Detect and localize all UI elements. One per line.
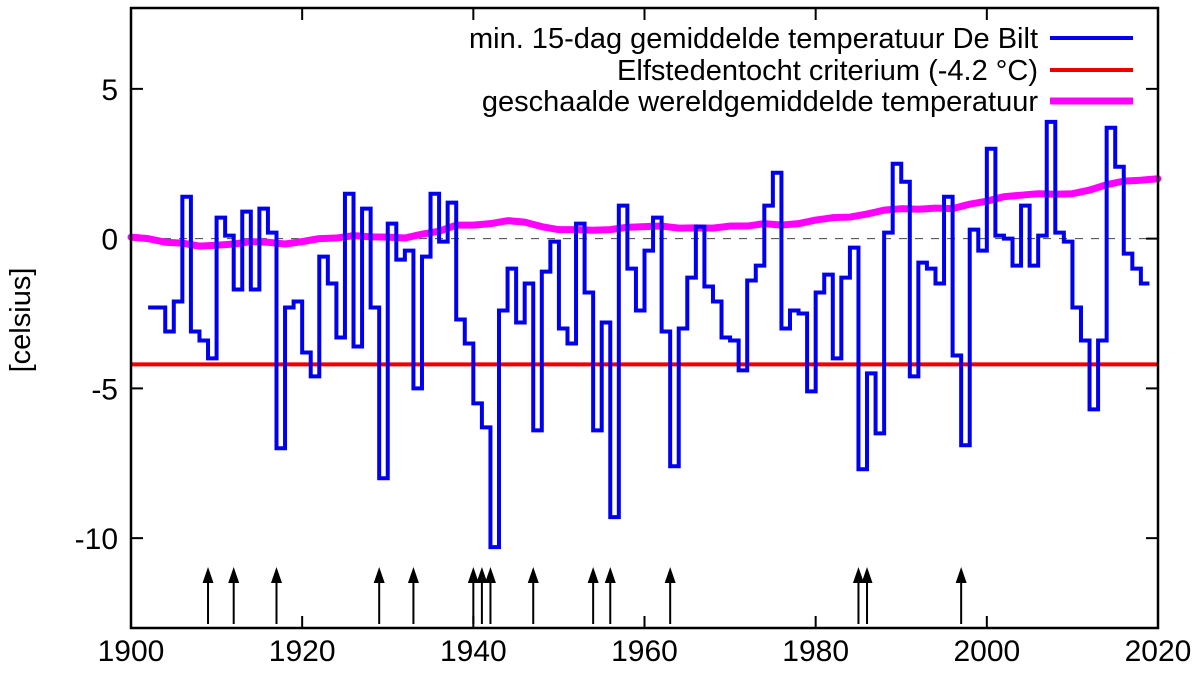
elfstedentocht-year-arrow-head: [202, 567, 214, 583]
elfstedentocht-year-arrow-head: [587, 567, 599, 583]
elfstedentocht-year-arrow-head: [604, 567, 616, 583]
y-tick-label: 0: [101, 224, 118, 257]
x-tick-label: 1900: [98, 635, 165, 668]
elfstedentocht-year-arrow-head: [527, 567, 539, 583]
elfstedentocht-year-arrow-head: [476, 567, 488, 583]
y-tick-label: -10: [75, 523, 118, 556]
elfstedentocht-year-arrow-head: [664, 567, 676, 583]
elfstedentocht-year-arrow-head: [861, 567, 873, 583]
elfstedentocht-year-arrow-head: [852, 567, 864, 583]
x-tick-label: 1960: [611, 635, 678, 668]
x-tick-label: 2000: [953, 635, 1020, 668]
x-tick-label: 1980: [782, 635, 849, 668]
legend-label: min. 15-dag gemiddelde temperatuur De Bi…: [469, 23, 1038, 55]
x-tick-label: 2020: [1125, 635, 1192, 668]
y-axis-label: [celsius]: [5, 268, 37, 373]
elfstedentocht-year-arrow-head: [228, 567, 240, 583]
series-de-bilt-min-temp: [148, 119, 1150, 550]
elfstedentocht-year-arrow-head: [955, 567, 967, 583]
plot-border: [129, 6, 1160, 630]
x-tick-label: 1920: [269, 635, 336, 668]
y-tick-label: 5: [101, 74, 118, 107]
legend-label: geschaalde wereldgemiddelde temperatuur: [482, 86, 1039, 118]
elfstedentocht-year-arrow-head: [373, 567, 385, 583]
y-tick-label: -5: [91, 373, 118, 406]
legend-label: Elfstedentocht criterium (-4.2 °C): [617, 55, 1038, 87]
elfstedentocht-year-arrow-head: [270, 567, 282, 583]
elfstedentocht-year-arrow-head: [407, 567, 419, 583]
x-tick-label: 1940: [440, 635, 507, 668]
elfstedentocht-year-arrow-head: [484, 567, 496, 583]
elfstedentocht-year-arrow-head: [467, 567, 479, 583]
